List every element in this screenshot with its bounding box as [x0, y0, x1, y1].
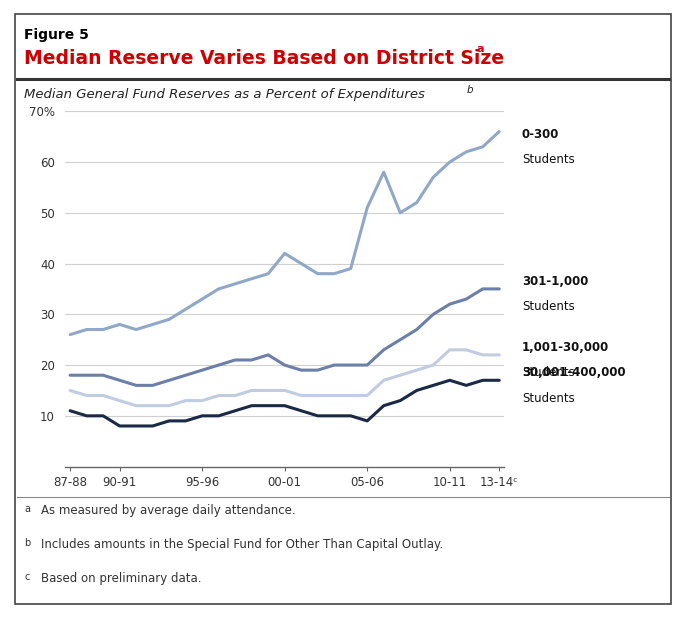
Text: 301-1,000: 301-1,000 [522, 275, 588, 288]
Text: Students: Students [522, 366, 574, 379]
Text: Includes amounts in the Special Fund for Other Than Capital Outlay.: Includes amounts in the Special Fund for… [41, 538, 443, 551]
Text: b: b [466, 85, 473, 95]
Text: As measured by average daily attendance.: As measured by average daily attendance. [41, 504, 296, 517]
Text: a: a [477, 44, 484, 54]
Text: Students: Students [522, 153, 574, 166]
Text: Median Reserve Varies Based on District Size: Median Reserve Varies Based on District … [24, 49, 504, 69]
Text: c: c [24, 572, 29, 582]
Text: a: a [24, 504, 30, 514]
Text: 30,001-400,000: 30,001-400,000 [522, 366, 626, 379]
Text: Median General Fund Reserves as a Percent of Expenditures: Median General Fund Reserves as a Percen… [24, 88, 425, 101]
Text: b: b [24, 538, 30, 548]
Text: 0-300: 0-300 [522, 127, 559, 140]
Text: Students: Students [522, 300, 574, 313]
Text: Figure 5: Figure 5 [24, 28, 89, 42]
Text: Based on preliminary data.: Based on preliminary data. [41, 572, 202, 585]
Text: Students: Students [522, 392, 574, 405]
Text: 1,001-30,000: 1,001-30,000 [522, 341, 609, 353]
